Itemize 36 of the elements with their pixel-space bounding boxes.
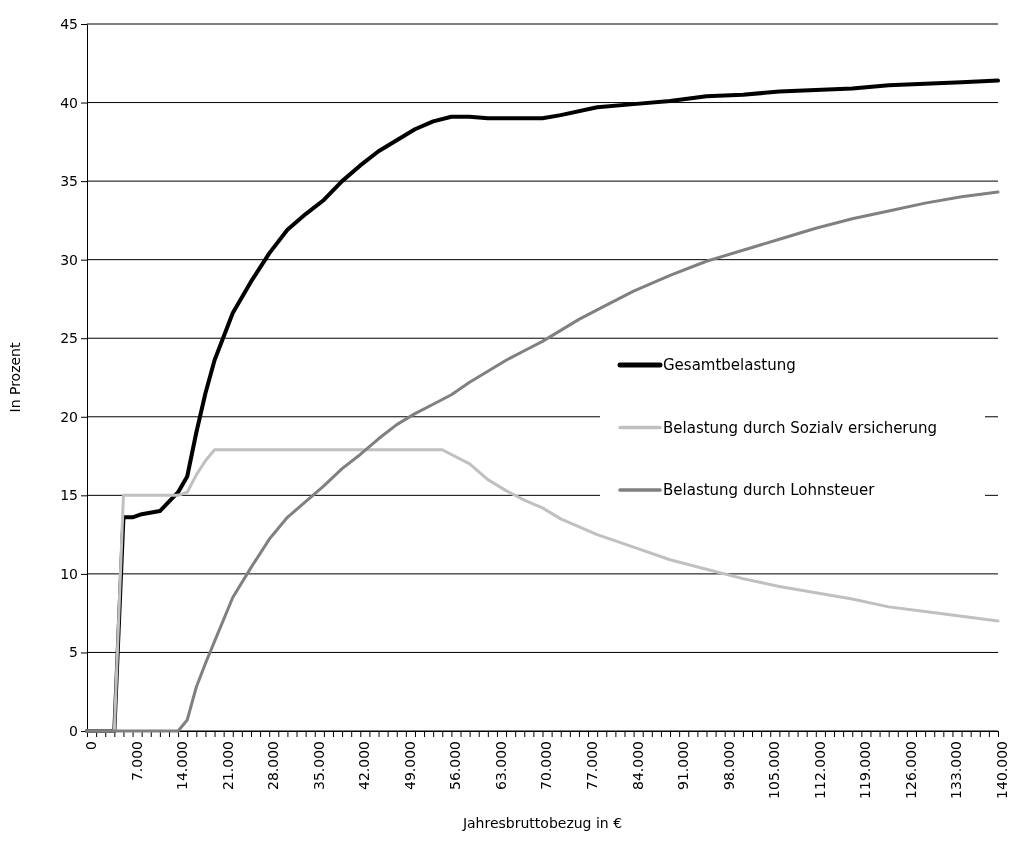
x-tick-label: 35.000 (310, 741, 327, 790)
y-tick-label: 20 (60, 408, 78, 425)
legend-label: Gesamtbelastung (663, 356, 796, 375)
x-tick-label: 112.000 (811, 741, 828, 799)
x-tick-label: 70.000 (538, 741, 555, 790)
x-tick-label: 7.000 (128, 741, 145, 782)
y-tick-label: 10 (60, 565, 78, 582)
x-tick-label: 77.000 (584, 741, 601, 790)
y-tick-label: 25 (60, 330, 78, 347)
y-tick-label: 15 (60, 487, 78, 504)
legend-label: Belastung durch Sozialv ersicherung (663, 418, 938, 437)
x-tick-label: 0 (82, 741, 99, 750)
y-tick-label: 45 (60, 15, 78, 32)
x-tick-label: 63.000 (492, 741, 509, 790)
y-tick-label: 5 (69, 644, 78, 661)
x-tick-label: 84.000 (629, 741, 646, 790)
y-tick-label: 30 (60, 251, 78, 268)
x-tick-label: 126.000 (902, 741, 919, 799)
x-tick-label: 140.000 (993, 741, 1010, 799)
x-tick-label: 28.000 (265, 741, 282, 790)
x-tick-label: 42.000 (356, 741, 373, 790)
y-axis-title: In Prozent (7, 342, 23, 413)
x-tick-label: 49.000 (401, 741, 418, 790)
x-tick-label: 56.000 (447, 741, 464, 790)
legend-label: Belastung durch Lohnsteuer (663, 481, 876, 500)
x-tick-label: 105.000 (766, 741, 783, 799)
y-tick-label: 0 (69, 722, 78, 739)
y-tick-label: 40 (60, 94, 78, 111)
x-tick-label: 133.000 (948, 741, 965, 799)
x-tick-label: 98.000 (720, 741, 737, 790)
x-tick-label: 21.000 (219, 741, 236, 790)
x-tick-label: 14.000 (174, 741, 191, 790)
x-axis-title: Jahresbruttobezug in € (461, 815, 623, 831)
y-tick-label: 35 (60, 173, 78, 190)
x-tick-label: 91.000 (675, 741, 692, 790)
x-tick-label: 119.000 (857, 741, 874, 799)
